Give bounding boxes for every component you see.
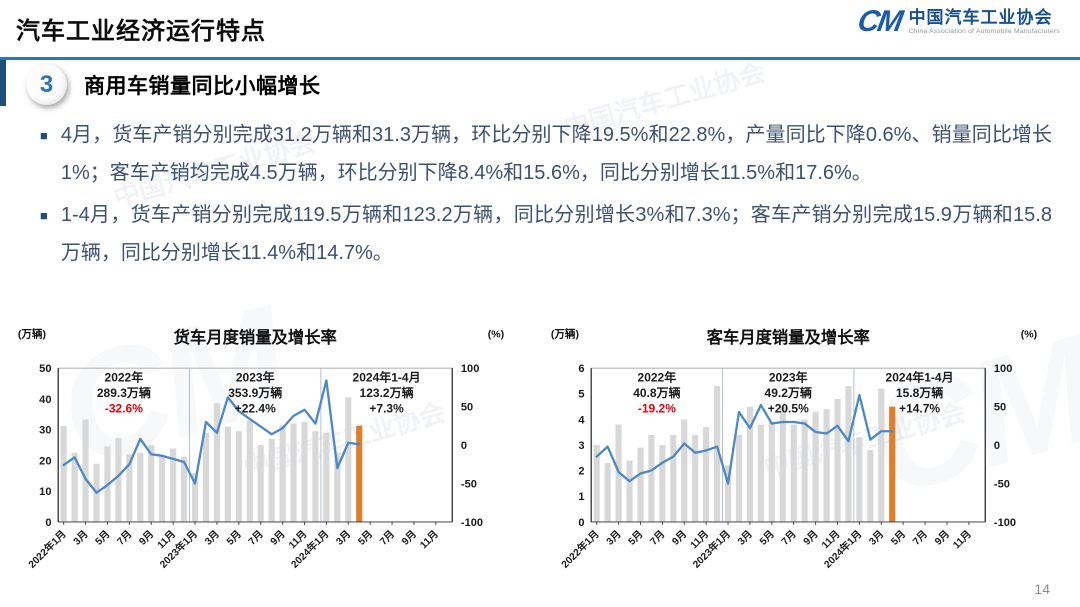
svg-text:3月: 3月 [735,528,755,548]
svg-text:7月: 7月 [115,528,135,548]
svg-text:3月: 3月 [604,528,624,548]
svg-text:3月: 3月 [867,528,887,548]
svg-text:-19.2%: -19.2% [638,401,676,415]
bullet-list: ■ 4月，货车产销分别完成31.2万辆和31.3万辆，环比分别下降19.5%和2… [40,116,1052,276]
svg-text:3: 3 [578,440,584,452]
bullet-item: ■ 1-4月，货车产销分别完成119.5万辆和123.2万辆，同比分别增长3%和… [40,196,1052,272]
bullet-text: 1-4月，货车产销分别完成119.5万辆和123.2万辆，同比分别增长3%和7.… [60,204,1052,264]
svg-text:+22.4%: +22.4% [235,401,276,415]
svg-text:5月: 5月 [93,528,113,548]
svg-text:-32.6%: -32.6% [105,401,143,415]
svg-text:123.2万辆: 123.2万辆 [360,385,414,400]
bus-chart-svg: 客车月度销量及增长率 (万辆) (%) 6 5 4 3 2 1 0 100 50 0 -50 -100 202… [551,327,1037,570]
caam-logo-icon: CM [855,5,904,38]
svg-text:货车月度销量及增长率: 货车月度销量及增长率 [174,328,337,347]
svg-text:2022年1月: 2022年1月 [558,527,601,570]
svg-text:289.3万辆: 289.3万辆 [97,385,151,400]
svg-text:7月: 7月 [910,528,930,548]
svg-text:0: 0 [45,517,51,529]
svg-text:15.8万辆: 15.8万辆 [896,385,943,400]
svg-text:50: 50 [994,401,1006,413]
svg-text:3月: 3月 [71,528,91,548]
svg-text:7月: 7月 [377,528,397,548]
svg-text:7月: 7月 [648,528,668,548]
charts-row: 货车月度销量及增长率 (万辆) (%) 50 40 30 20 10 0 100 50 0 -50 -10… [14,322,1066,596]
svg-text:2: 2 [578,466,584,478]
svg-text:(%): (%) [1021,328,1037,340]
svg-text:353.9万辆: 353.9万辆 [228,385,282,400]
svg-text:-50: -50 [994,478,1010,490]
svg-text:客车月度销量及增长率: 客车月度销量及增长率 [707,328,870,347]
svg-text:5月: 5月 [889,528,909,548]
section-heading-row: 3 商用车销量同比小幅增长 [26,64,321,105]
svg-text:0: 0 [461,440,467,452]
svg-text:0: 0 [578,517,584,529]
svg-text:5月: 5月 [757,528,777,548]
svg-text:5月: 5月 [626,528,646,548]
svg-text:5: 5 [578,389,584,401]
bullet-square-icon: ■ [40,208,48,223]
svg-text:6: 6 [578,363,584,375]
bullet-item: ■ 4月，货车产销分别完成31.2万辆和31.3万辆，环比分别下降19.5%和2… [40,116,1052,192]
svg-text:40: 40 [39,394,51,406]
svg-text:11月: 11月 [418,528,441,551]
svg-text:9月: 9月 [399,528,419,548]
svg-text:49.2万辆: 49.2万辆 [765,385,812,400]
page-number: 14 [1034,581,1050,597]
bullet-text: 4月，货车产销分别完成31.2万辆和31.3万辆，环比分别下降19.5%和22.… [60,124,1052,184]
svg-text:9月: 9月 [137,528,157,548]
svg-text:2022年: 2022年 [638,370,677,385]
svg-text:2023年: 2023年 [236,370,275,385]
svg-text:-50: -50 [461,478,477,490]
svg-text:-100: -100 [461,517,483,529]
truck-chart-svg: 货车月度销量及增长率(万辆) (%)50403020100100500-50-10… [18,327,504,570]
svg-text:40.8万辆: 40.8万辆 [633,385,680,400]
svg-text:+20.5%: +20.5% [768,401,809,415]
svg-text:9月: 9月 [670,528,690,548]
svg-text:9月: 9月 [932,528,952,548]
section-number-badge: 3 [26,64,67,105]
page-title: 汽车工业经济运行特点 [16,18,266,45]
svg-text:2022年1月: 2022年1月 [25,527,68,570]
svg-text:100: 100 [461,363,479,375]
header: 汽车工业经济运行特点 CM 中国汽车工业协会 China Association… [0,0,1080,60]
truck-monthly-sales-chart: 货车月度销量及增长率 (万辆) (%) 50 40 30 20 10 0 100 50 0 -50 -10… [14,322,533,596]
svg-text:9月: 9月 [268,528,288,548]
svg-text:-100: -100 [994,517,1016,529]
svg-text:3月: 3月 [334,528,354,548]
bus-monthly-sales-chart: 客车月度销量及增长率 (万辆) (%) 6 5 4 3 2 1 0 100 50 0 -50 -100 202… [547,322,1066,596]
svg-text:2024年1-4月: 2024年1-4月 [886,370,954,385]
svg-text:(万辆): (万辆) [551,327,579,340]
svg-text:+7.3%: +7.3% [369,401,404,415]
svg-text:2022年: 2022年 [105,370,144,385]
svg-text:5月: 5月 [356,528,376,548]
svg-text:2024年1-4月: 2024年1-4月 [353,370,421,385]
svg-text:20: 20 [39,455,51,467]
svg-text:1: 1 [578,491,584,503]
svg-text:0: 0 [994,440,1000,452]
caam-logo: CM 中国汽车工业协会 China Association of Automob… [855,5,1060,38]
svg-text:9月: 9月 [801,528,821,548]
svg-text:3月: 3月 [202,528,222,548]
logo-org-name: 中国汽车工业协会 [908,8,1053,28]
bullet-square-icon: ■ [40,128,48,143]
svg-text:10: 10 [39,486,51,498]
svg-text:+14.7%: +14.7% [899,401,940,415]
svg-text:(%): (%) [488,328,504,340]
svg-text:5月: 5月 [224,528,244,548]
svg-text:11月: 11月 [951,528,974,551]
svg-text:50: 50 [39,363,51,375]
svg-text:7月: 7月 [779,528,799,548]
svg-text:(万辆): (万辆) [18,327,46,340]
svg-text:7月: 7月 [246,528,266,548]
svg-text:2023年: 2023年 [769,370,808,385]
svg-text:30: 30 [39,425,51,437]
svg-text:100: 100 [994,363,1012,375]
svg-text:4: 4 [578,414,585,426]
logo-org-name-en: China Association of Automobile Manufact… [908,27,1060,35]
section-heading: 商用车销量同比小幅增长 [84,74,321,98]
svg-text:50: 50 [461,401,473,413]
left-accent-bar [0,60,6,106]
